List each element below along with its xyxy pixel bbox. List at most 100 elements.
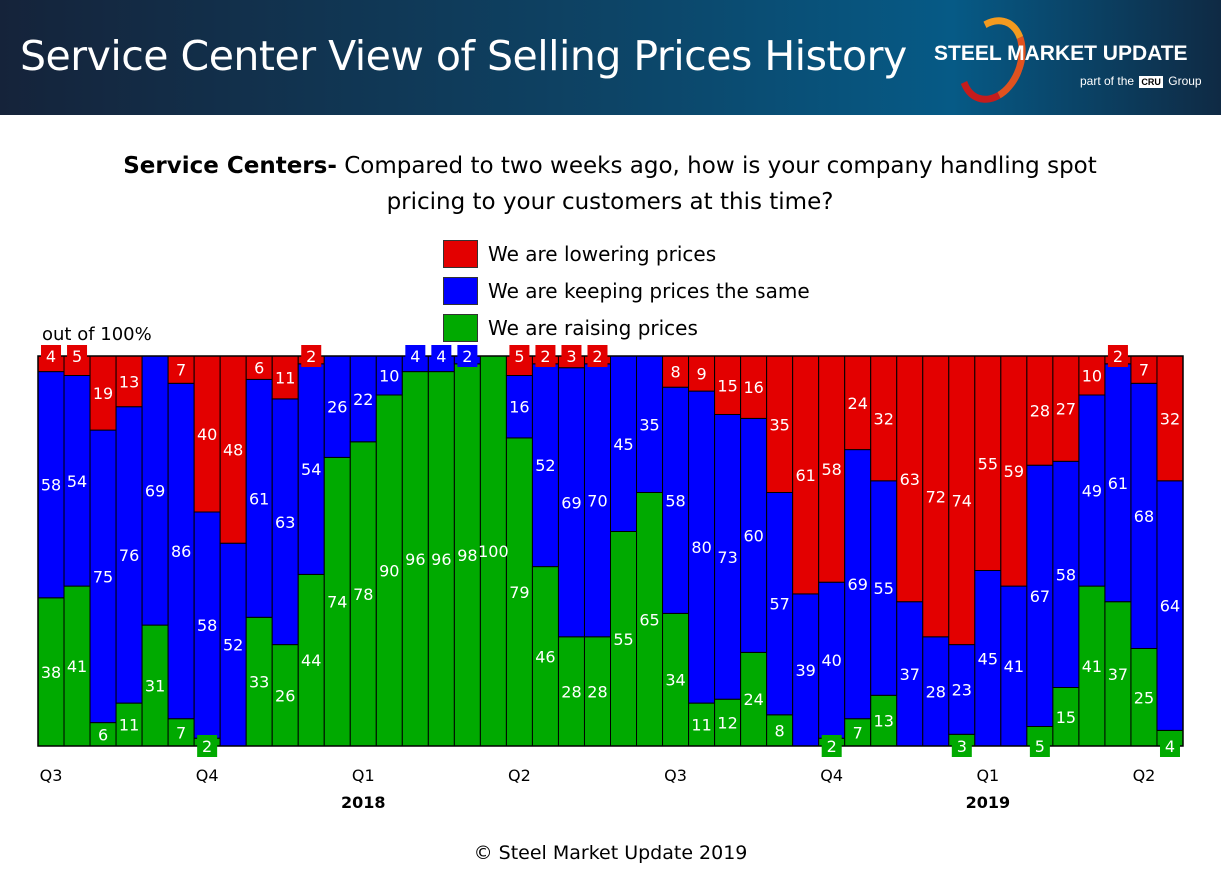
bar-segment-lowering — [844, 355, 872, 451]
bar-segment-lowering — [792, 355, 820, 595]
bar-segment-lowering — [766, 355, 794, 493]
data-label-badge — [535, 345, 556, 367]
data-label-lowering: 8 — [670, 363, 680, 382]
bar-segment-same — [792, 593, 820, 747]
bar-segment-same — [870, 480, 898, 696]
data-label-same: 58 — [665, 491, 685, 510]
bar-segment-same — [1026, 464, 1054, 727]
data-label-lowering: 59 — [1004, 462, 1024, 481]
bar-segment-raising — [427, 371, 455, 747]
data-label-raising: 41 — [67, 657, 87, 676]
data-label-lowering: 3 — [566, 347, 576, 366]
data-label-raising: 28 — [587, 682, 607, 701]
legend-swatch — [443, 239, 478, 268]
data-label-lowering: 63 — [900, 470, 920, 489]
bar-segment-raising — [531, 566, 559, 747]
data-label-lowering: 2 — [540, 347, 550, 366]
bar-segment-same — [1078, 394, 1106, 587]
bar-segment-same — [193, 511, 221, 739]
data-label-raising: 24 — [743, 690, 763, 709]
data-label-same: 4 — [410, 347, 420, 366]
data-label-lowering: 2 — [1113, 347, 1123, 366]
data-label-same: 75 — [93, 567, 113, 586]
data-label-same: 28 — [926, 682, 946, 701]
legend-swatch — [443, 276, 478, 305]
bar-segment-same — [1130, 382, 1158, 649]
bar-segment-same — [662, 386, 690, 614]
data-label-same: 52 — [535, 456, 555, 475]
y-axis-label: out of 100% — [42, 324, 152, 345]
x-tick-label: Q1 — [352, 766, 375, 785]
data-label-badge — [821, 735, 842, 757]
bar-segment-lowering — [167, 355, 195, 384]
data-label-same: 52 — [223, 636, 243, 655]
bar-segment-same — [167, 382, 195, 720]
data-label-raising: 90 — [379, 562, 399, 581]
data-label-same: 69 — [848, 575, 868, 594]
data-label-raising: 74 — [327, 593, 347, 612]
data-label-same: 49 — [1082, 482, 1102, 501]
chart-title-text: Compared to two weeks ago, how is your c… — [344, 153, 1097, 215]
x-tick-label: Q2 — [508, 766, 531, 785]
data-label-raising: 38 — [41, 663, 61, 682]
data-label-raising: 96 — [431, 550, 451, 569]
data-label-badge — [1159, 735, 1180, 757]
data-label-raising: 33 — [249, 673, 269, 692]
data-label-same: 58 — [1056, 565, 1076, 584]
data-label-raising: 79 — [509, 583, 529, 602]
data-label-raising: 44 — [301, 651, 321, 670]
data-label-same: 68 — [1134, 507, 1154, 526]
logo-sub-after: Group — [1168, 74, 1202, 88]
data-label-raising: 15 — [1056, 708, 1076, 727]
data-label-raising: 28 — [561, 682, 581, 701]
bar-segment-same — [37, 371, 65, 599]
bar-segment-lowering — [974, 355, 1002, 571]
data-label-lowering: 7 — [1139, 361, 1149, 380]
bar-segment-raising — [167, 718, 195, 747]
bar-segment-same — [531, 363, 559, 568]
data-label-badge — [41, 345, 62, 367]
bar-segment-lowering — [870, 355, 898, 482]
data-label-same: 4 — [436, 347, 446, 366]
data-label-raising: 26 — [275, 686, 295, 705]
data-label-same: 22 — [353, 390, 373, 409]
bar-segment-raising — [662, 612, 690, 747]
bar-segment-same — [1104, 363, 1132, 603]
x-year-label: 2018 — [341, 793, 386, 812]
data-label-same: 58 — [197, 616, 217, 635]
data-label-raising: 98 — [457, 546, 477, 565]
data-label-raising: 46 — [535, 647, 555, 666]
data-label-same: 80 — [691, 538, 711, 557]
data-label-raising: 55 — [613, 630, 633, 649]
logo-subtext: part of the CRU Group — [1080, 74, 1202, 88]
chart-title: Service Centers- Compared to two weeks a… — [120, 148, 1100, 220]
data-label-lowering: 32 — [874, 409, 894, 428]
data-label-raising: 8 — [775, 721, 785, 740]
bar-segment-same — [89, 429, 117, 724]
bar-segment-lowering — [818, 355, 846, 583]
legend-item-same: We are keeping prices the same — [443, 272, 810, 309]
header-banner: Service Center View of Selling Prices Hi… — [0, 0, 1221, 115]
data-label-same: 76 — [119, 546, 139, 565]
data-label-same: 16 — [509, 398, 529, 417]
copyright: © Steel Market Update 2019 — [473, 842, 748, 864]
data-label-lowering: 6 — [254, 359, 264, 378]
data-label-raising: 4 — [1165, 737, 1175, 756]
data-label-raising: 7 — [176, 723, 186, 742]
bar-segment-lowering — [948, 355, 976, 646]
data-label-lowering: 24 — [848, 394, 868, 413]
data-label-same: 61 — [1108, 474, 1128, 493]
bar-segment-lowering — [1052, 355, 1080, 462]
data-label-badge — [301, 345, 322, 367]
data-label-raising: 31 — [145, 677, 165, 696]
data-label-raising: 41 — [1082, 657, 1102, 676]
data-label-raising: 13 — [874, 712, 894, 731]
data-label-lowering: 13 — [119, 372, 139, 391]
bar-segment-lowering — [662, 355, 690, 388]
bar-segment-raising — [141, 624, 169, 747]
data-label-same: 2 — [462, 347, 472, 366]
data-label-same: 55 — [874, 579, 894, 598]
data-label-lowering: 7 — [176, 361, 186, 380]
data-label-lowering: 72 — [926, 487, 946, 506]
